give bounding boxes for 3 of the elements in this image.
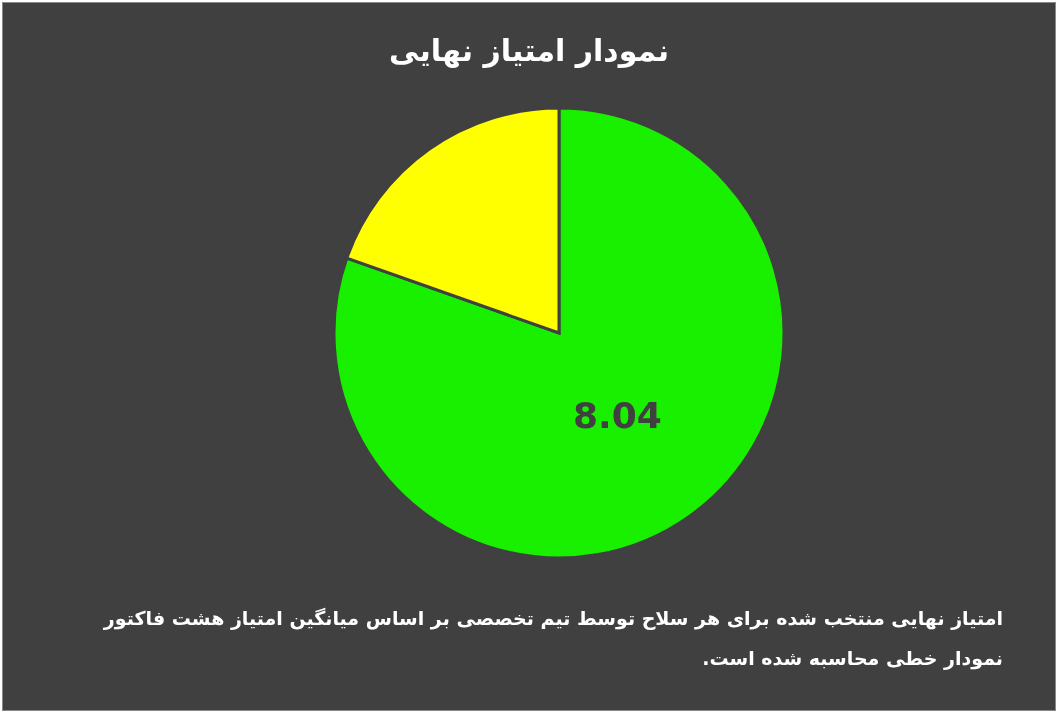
text: امتیاز نهایی منتخب شده برای هر سلاح توسط تیم تخصصی بر اساس میانگین امتیاز هشت فاکتور نمودار خطی محاسبه شده است. <box>102 606 1003 672</box>
data-label: 8.04 <box>573 395 662 437</box>
chart-title: نمودار امتیاز نهایی <box>388 33 670 68</box>
